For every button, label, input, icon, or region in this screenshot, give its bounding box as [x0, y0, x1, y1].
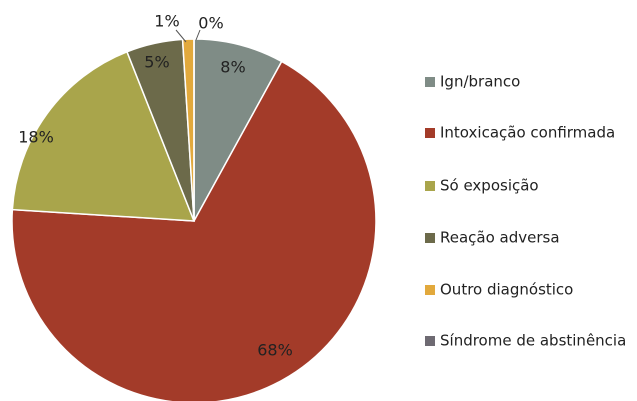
legend-label: Síndrome de abstinência — [440, 332, 626, 350]
legend-swatch — [425, 128, 435, 138]
leader-line — [195, 29, 201, 41]
legend-label: Só exposição — [440, 177, 539, 195]
legend-swatch — [425, 77, 435, 87]
data-label: 1% — [154, 12, 179, 31]
data-label: 68% — [257, 341, 293, 360]
pie-slice — [11, 50, 196, 222]
pie-slice — [11, 60, 377, 401]
data-label: 8% — [220, 58, 245, 77]
legend-label: Outro diagnóstico — [440, 281, 573, 299]
data-label: 0% — [198, 14, 223, 33]
legend-swatch — [425, 233, 435, 243]
data-label: 5% — [144, 53, 169, 72]
data-label: 18% — [18, 128, 54, 147]
pie-slice — [193, 38, 283, 222]
legend-swatch — [425, 285, 435, 295]
legend-swatch — [425, 181, 435, 191]
legend-label: Reação adversa — [440, 229, 560, 247]
leader-line — [175, 29, 187, 43]
legend-label: Ign/branco — [440, 73, 520, 91]
legend-swatch — [425, 336, 435, 346]
legend-label: Intoxicação confirmada — [440, 124, 615, 142]
